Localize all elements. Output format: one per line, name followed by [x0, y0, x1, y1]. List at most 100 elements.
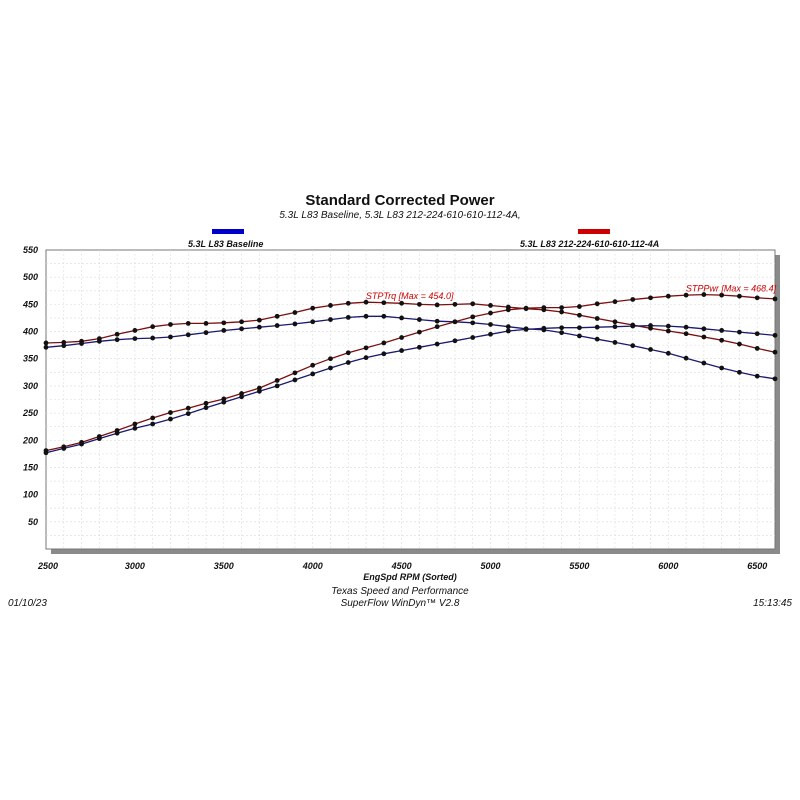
data-point-series-1	[43, 340, 49, 346]
y-tick-label: 50	[28, 517, 38, 527]
data-point-series-3	[328, 356, 333, 362]
data-point-series-2	[523, 326, 529, 332]
data-point-series-1	[737, 341, 742, 347]
data-point-series-1	[719, 337, 725, 343]
data-point-series-3	[594, 301, 600, 307]
footer-date: 01/10/23	[8, 598, 47, 609]
data-point-series-3	[345, 350, 351, 356]
data-point-series-3	[61, 444, 67, 450]
data-point-series-2	[416, 344, 422, 350]
data-point-series-0	[292, 321, 298, 327]
data-point-series-2	[185, 411, 191, 417]
data-point-series-3	[114, 428, 120, 433]
data-point-series-0	[701, 360, 707, 366]
series-line-0	[45, 315, 776, 380]
data-point-series-1	[221, 320, 227, 326]
data-point-series-2	[648, 323, 653, 328]
data-point-series-0	[274, 323, 280, 328]
data-point-series-1	[239, 319, 244, 325]
x-tick-label: 3500	[214, 561, 234, 571]
data-point-series-1	[185, 320, 191, 326]
data-point-series-1	[203, 320, 209, 326]
data-point-series-2	[168, 416, 173, 422]
data-point-series-2	[328, 365, 333, 371]
data-point-series-0	[648, 347, 653, 352]
x-tick-label: 4000	[302, 561, 323, 571]
data-point-series-0	[559, 330, 565, 336]
data-point-series-1	[292, 310, 298, 315]
data-point-series-0	[328, 317, 333, 322]
data-point-series-0	[399, 315, 405, 321]
data-point-series-2	[701, 326, 707, 332]
data-point-series-2	[737, 329, 742, 335]
data-point-series-2	[754, 331, 760, 337]
data-point-series-1	[114, 331, 120, 337]
data-point-series-0	[363, 313, 369, 319]
data-point-series-2	[665, 323, 671, 329]
data-point-series-2	[612, 324, 618, 330]
y-tick-label: 150	[23, 462, 38, 472]
data-point-series-0	[577, 333, 582, 339]
data-point-series-1	[665, 328, 671, 334]
data-point-series-3	[577, 304, 582, 309]
data-point-series-2	[310, 371, 316, 377]
data-point-series-0	[132, 336, 138, 342]
data-point-series-2	[363, 355, 369, 361]
data-point-series-3	[203, 400, 209, 406]
y-tick-label: 350	[23, 354, 38, 364]
data-point-series-3	[132, 421, 138, 427]
data-point-series-1	[79, 338, 84, 344]
data-point-series-3	[239, 391, 244, 396]
data-point-series-3	[292, 370, 298, 376]
data-point-series-3	[683, 292, 689, 298]
data-point-series-2	[505, 328, 511, 334]
data-point-series-0	[185, 332, 191, 338]
data-point-series-3	[754, 295, 760, 301]
y-tick-label: 300	[23, 381, 38, 391]
data-point-series-1	[399, 300, 405, 306]
data-point-series-3	[612, 299, 618, 305]
annotation-max-1: STPPwr [Max = 468.4]	[686, 284, 777, 294]
data-point-series-0	[416, 317, 422, 322]
data-point-series-0	[683, 355, 689, 361]
x-tick-label: 4500	[391, 561, 412, 571]
data-point-series-3	[505, 307, 511, 313]
data-point-series-3	[701, 292, 707, 297]
data-point-series-0	[630, 343, 636, 349]
data-point-series-2	[577, 325, 582, 331]
data-point-series-3	[43, 448, 49, 454]
data-point-series-3	[381, 340, 387, 346]
y-tick-label: 400	[22, 327, 38, 337]
data-point-series-0	[434, 318, 440, 324]
data-point-series-1	[168, 322, 173, 327]
data-point-series-1	[612, 319, 618, 325]
y-tick-label: 450	[22, 299, 38, 309]
data-point-series-0	[488, 322, 493, 327]
data-point-series-0	[221, 328, 227, 333]
y-tick-label: 100	[23, 490, 38, 500]
data-point-series-3	[719, 292, 725, 298]
data-point-series-3	[221, 396, 227, 402]
data-point-series-1	[559, 309, 565, 315]
x-tick-label: 5000	[480, 561, 500, 571]
data-point-series-3	[256, 385, 262, 391]
x-tick-label: 2500	[37, 561, 58, 571]
data-point-series-2	[452, 338, 458, 344]
data-point-series-1	[381, 300, 387, 306]
data-point-series-2	[132, 425, 138, 431]
data-point-series-0	[612, 340, 618, 345]
data-point-series-2	[150, 421, 156, 427]
data-point-series-3	[310, 362, 316, 368]
data-point-series-1	[701, 334, 707, 340]
data-point-series-2	[203, 405, 209, 411]
data-point-series-3	[541, 305, 547, 311]
data-point-series-2	[434, 341, 440, 347]
data-point-series-0	[256, 324, 262, 330]
legend-swatch-cam	[578, 229, 610, 234]
data-point-series-3	[737, 293, 742, 299]
data-point-series-2	[541, 325, 547, 331]
y-tick-label: 550	[23, 245, 38, 255]
data-point-series-0	[737, 369, 742, 375]
data-point-series-2	[345, 360, 351, 365]
data-point-series-1	[434, 302, 440, 308]
